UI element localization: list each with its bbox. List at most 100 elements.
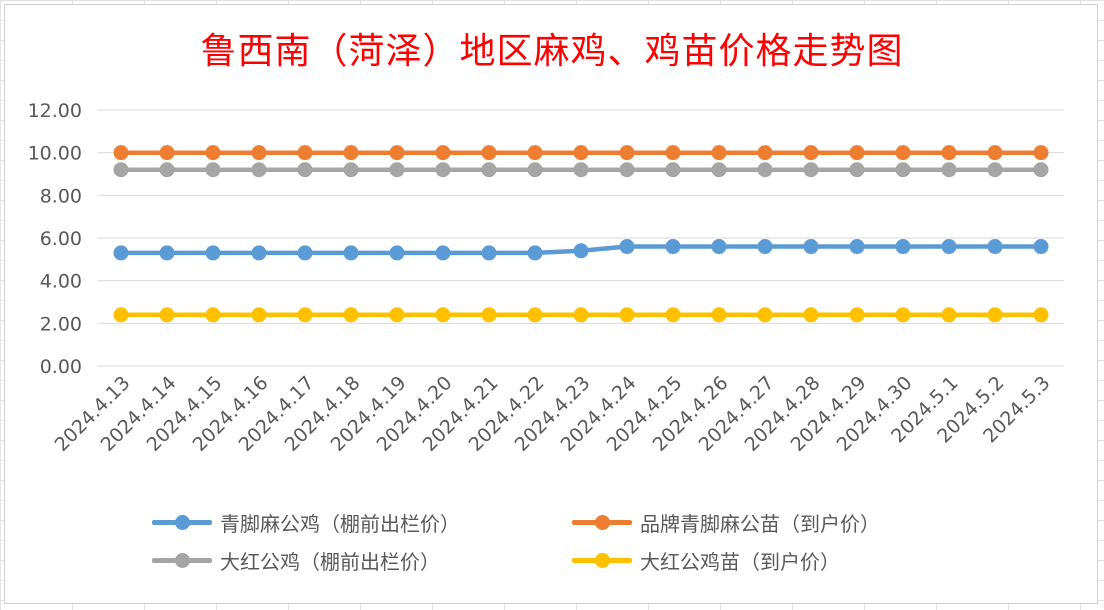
data-point — [297, 162, 313, 178]
data-point — [481, 162, 497, 178]
data-point — [803, 239, 819, 255]
data-point — [205, 245, 221, 261]
y-tick-label: 10.00 — [28, 143, 82, 165]
series-4 — [113, 307, 1049, 323]
data-point — [987, 239, 1003, 255]
series-2 — [113, 145, 1049, 161]
legend-swatch — [150, 546, 214, 574]
data-point — [435, 245, 451, 261]
chart-title: 鲁西南（菏泽）地区麻鸡、鸡苗价格走势图 — [200, 31, 904, 72]
legend: 青脚麻公鸡（棚前出栏价） 品牌青脚麻公苗（到户价） 大红公鸡（棚前出栏价） 大红公鸡苗… — [150, 508, 970, 574]
data-point — [527, 307, 543, 323]
data-point — [573, 307, 589, 323]
y-tick-label: 2.00 — [40, 313, 82, 335]
data-point — [711, 162, 727, 178]
data-point — [205, 162, 221, 178]
data-point — [803, 162, 819, 178]
legend-label: 大红公鸡（棚前出栏价） — [220, 549, 440, 574]
series-lines — [113, 145, 1049, 323]
data-point — [297, 307, 313, 323]
series-1 — [113, 239, 1049, 261]
data-point — [113, 245, 129, 261]
y-tick-label: 8.00 — [40, 185, 82, 207]
legend-item: 品牌青脚麻公苗（到户价） — [570, 508, 970, 536]
data-point — [251, 245, 267, 261]
y-tick-label: 0.00 — [40, 356, 82, 378]
data-point — [757, 239, 773, 255]
data-point — [619, 307, 635, 323]
data-point — [849, 145, 865, 161]
data-point — [1033, 162, 1049, 178]
data-point — [159, 162, 175, 178]
data-point — [573, 145, 589, 161]
data-point — [113, 145, 129, 161]
data-point — [1033, 239, 1049, 255]
data-point — [803, 307, 819, 323]
data-point — [435, 162, 451, 178]
y-tick-label: 6.00 — [40, 228, 82, 250]
data-point — [527, 245, 543, 261]
legend-swatch — [150, 508, 214, 536]
data-point — [159, 145, 175, 161]
data-point — [711, 239, 727, 255]
legend-swatch — [570, 508, 634, 536]
data-point — [573, 243, 589, 259]
data-point — [527, 162, 543, 178]
data-point — [343, 145, 359, 161]
legend-item: 大红公鸡苗（到户价） — [570, 546, 970, 574]
data-point — [251, 145, 267, 161]
data-point — [389, 307, 405, 323]
data-point — [573, 162, 589, 178]
data-point — [389, 145, 405, 161]
data-point — [251, 307, 267, 323]
legend-label: 大红公鸡苗（到户价） — [640, 549, 840, 574]
legend-label: 品牌青脚麻公苗（到户价） — [640, 511, 880, 536]
legend-item: 青脚麻公鸡（棚前出栏价） — [150, 508, 570, 536]
data-point — [665, 307, 681, 323]
data-point — [1033, 145, 1049, 161]
data-point — [849, 162, 865, 178]
data-point — [619, 145, 635, 161]
data-point — [987, 307, 1003, 323]
data-point — [711, 307, 727, 323]
data-point — [987, 162, 1003, 178]
y-tick-label: 12.00 — [28, 100, 82, 122]
data-point — [941, 239, 957, 255]
data-point — [895, 162, 911, 178]
data-point — [389, 245, 405, 261]
data-point — [941, 307, 957, 323]
data-point — [159, 307, 175, 323]
data-point — [251, 162, 267, 178]
data-point — [941, 145, 957, 161]
data-point — [849, 239, 865, 255]
legend-label: 青脚麻公鸡（棚前出栏价） — [220, 511, 460, 536]
data-point — [757, 145, 773, 161]
data-point — [389, 162, 405, 178]
data-point — [895, 145, 911, 161]
legend-swatch — [570, 546, 634, 574]
data-point — [1033, 307, 1049, 323]
chart-area[interactable] — [4, 4, 1098, 604]
data-point — [113, 162, 129, 178]
data-point — [895, 239, 911, 255]
data-point — [159, 245, 175, 261]
data-point — [619, 162, 635, 178]
data-point — [343, 162, 359, 178]
y-axis-ticks: 0.00 2.00 4.00 6.00 8.00 10.00 12.00 — [28, 100, 82, 378]
data-point — [113, 307, 129, 323]
data-point — [711, 145, 727, 161]
data-point — [297, 145, 313, 161]
data-point — [481, 307, 497, 323]
data-point — [665, 239, 681, 255]
data-point — [343, 245, 359, 261]
data-point — [665, 145, 681, 161]
data-point — [757, 162, 773, 178]
data-point — [849, 307, 865, 323]
data-point — [803, 145, 819, 161]
data-point — [987, 145, 1003, 161]
data-point — [941, 162, 957, 178]
x-axis-ticks: 2024.4.132024.4.142024.4.152024.4.162024… — [51, 372, 1055, 456]
data-point — [895, 307, 911, 323]
data-point — [481, 145, 497, 161]
